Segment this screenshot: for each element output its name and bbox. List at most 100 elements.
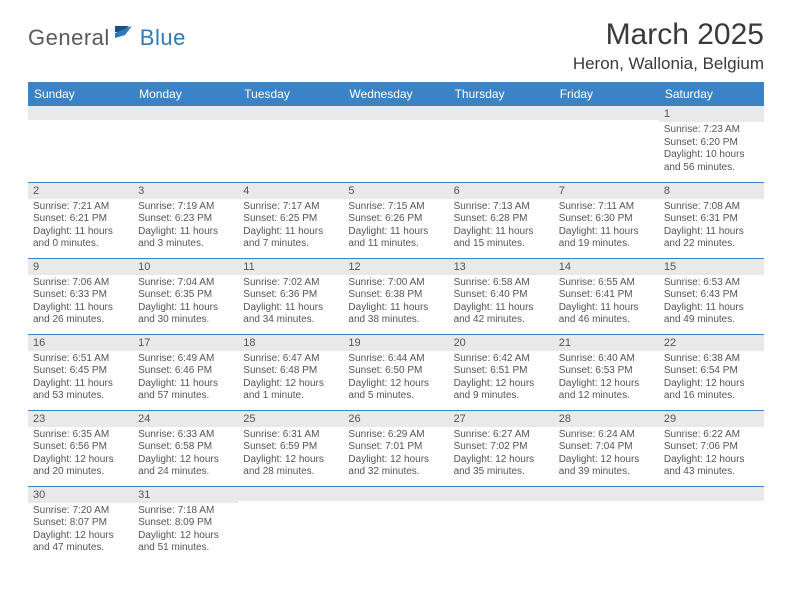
- day-details: Sunrise: 7:06 AMSunset: 6:33 PMDaylight:…: [28, 275, 133, 330]
- day-number: 21: [554, 335, 659, 351]
- day-details: [449, 120, 554, 125]
- day-details: Sunrise: 7:18 AMSunset: 8:09 PMDaylight:…: [133, 503, 238, 558]
- day-details: Sunrise: 6:49 AMSunset: 6:46 PMDaylight:…: [133, 351, 238, 406]
- calendar-cell: 11Sunrise: 7:02 AMSunset: 6:36 PMDayligh…: [238, 258, 343, 334]
- day-details: Sunrise: 7:04 AMSunset: 6:35 PMDaylight:…: [133, 275, 238, 330]
- day-details: [238, 120, 343, 125]
- calendar-cell: 19Sunrise: 6:44 AMSunset: 6:50 PMDayligh…: [343, 334, 448, 410]
- day-details: Sunrise: 6:38 AMSunset: 6:54 PMDaylight:…: [659, 351, 764, 406]
- day-number: 28: [554, 411, 659, 427]
- day-number: 25: [238, 411, 343, 427]
- calendar-cell: 29Sunrise: 6:22 AMSunset: 7:06 PMDayligh…: [659, 410, 764, 486]
- day-details: Sunrise: 6:58 AMSunset: 6:40 PMDaylight:…: [449, 275, 554, 330]
- calendar-row: 30Sunrise: 7:20 AMSunset: 8:07 PMDayligh…: [28, 486, 764, 562]
- day-number: [554, 106, 659, 120]
- calendar-cell: 25Sunrise: 6:31 AMSunset: 6:59 PMDayligh…: [238, 410, 343, 486]
- calendar-cell: [238, 106, 343, 182]
- day-number: 1: [659, 106, 764, 122]
- calendar-cell: [449, 486, 554, 562]
- month-title: March 2025: [573, 18, 764, 52]
- day-number: [28, 106, 133, 120]
- day-number: 30: [28, 487, 133, 503]
- day-number: [343, 487, 448, 501]
- calendar-cell: 12Sunrise: 7:00 AMSunset: 6:38 PMDayligh…: [343, 258, 448, 334]
- calendar-cell: [554, 486, 659, 562]
- day-details: [554, 501, 659, 506]
- day-details: Sunrise: 6:47 AMSunset: 6:48 PMDaylight:…: [238, 351, 343, 406]
- weekday-header: Friday: [554, 82, 659, 106]
- day-number: 24: [133, 411, 238, 427]
- day-number: [449, 487, 554, 501]
- weekday-header: Wednesday: [343, 82, 448, 106]
- day-details: Sunrise: 7:17 AMSunset: 6:25 PMDaylight:…: [238, 199, 343, 254]
- calendar-cell: 16Sunrise: 6:51 AMSunset: 6:45 PMDayligh…: [28, 334, 133, 410]
- day-number: [659, 487, 764, 501]
- calendar-cell: [659, 486, 764, 562]
- weekday-header: Monday: [133, 82, 238, 106]
- day-number: 10: [133, 259, 238, 275]
- day-number: [238, 487, 343, 501]
- calendar-cell: 20Sunrise: 6:42 AMSunset: 6:51 PMDayligh…: [449, 334, 554, 410]
- day-number: [133, 106, 238, 120]
- day-number: 8: [659, 183, 764, 199]
- page-header: General Blue March 2025 Heron, Wallonia,…: [28, 18, 764, 74]
- day-number: 6: [449, 183, 554, 199]
- day-details: Sunrise: 6:55 AMSunset: 6:41 PMDaylight:…: [554, 275, 659, 330]
- day-details: [238, 501, 343, 506]
- calendar-cell: [449, 106, 554, 182]
- day-details: Sunrise: 6:53 AMSunset: 6:43 PMDaylight:…: [659, 275, 764, 330]
- calendar-cell: 26Sunrise: 6:29 AMSunset: 7:01 PMDayligh…: [343, 410, 448, 486]
- calendar-cell: 27Sunrise: 6:27 AMSunset: 7:02 PMDayligh…: [449, 410, 554, 486]
- day-details: Sunrise: 6:24 AMSunset: 7:04 PMDaylight:…: [554, 427, 659, 482]
- day-details: Sunrise: 6:27 AMSunset: 7:02 PMDaylight:…: [449, 427, 554, 482]
- weekday-header: Sunday: [28, 82, 133, 106]
- calendar-cell: [133, 106, 238, 182]
- logo-text-blue: Blue: [140, 25, 186, 51]
- day-details: Sunrise: 7:13 AMSunset: 6:28 PMDaylight:…: [449, 199, 554, 254]
- day-details: [133, 120, 238, 125]
- day-number: 7: [554, 183, 659, 199]
- day-number: 15: [659, 259, 764, 275]
- calendar-cell: 5Sunrise: 7:15 AMSunset: 6:26 PMDaylight…: [343, 182, 448, 258]
- day-number: 2: [28, 183, 133, 199]
- day-number: [238, 106, 343, 120]
- day-number: 29: [659, 411, 764, 427]
- day-details: Sunrise: 6:40 AMSunset: 6:53 PMDaylight:…: [554, 351, 659, 406]
- day-number: 22: [659, 335, 764, 351]
- calendar-cell: 8Sunrise: 7:08 AMSunset: 6:31 PMDaylight…: [659, 182, 764, 258]
- weekday-header: Thursday: [449, 82, 554, 106]
- weekday-header-row: Sunday Monday Tuesday Wednesday Thursday…: [28, 82, 764, 106]
- calendar-row: 1Sunrise: 7:23 AMSunset: 6:20 PMDaylight…: [28, 106, 764, 182]
- day-number: [554, 487, 659, 501]
- day-number: 16: [28, 335, 133, 351]
- day-number: 13: [449, 259, 554, 275]
- day-details: Sunrise: 6:42 AMSunset: 6:51 PMDaylight:…: [449, 351, 554, 406]
- calendar-table: Sunday Monday Tuesday Wednesday Thursday…: [28, 82, 764, 562]
- calendar-cell: [28, 106, 133, 182]
- day-details: Sunrise: 7:15 AMSunset: 6:26 PMDaylight:…: [343, 199, 448, 254]
- day-number: 3: [133, 183, 238, 199]
- logo-text-general: General: [28, 25, 110, 51]
- day-details: Sunrise: 7:00 AMSunset: 6:38 PMDaylight:…: [343, 275, 448, 330]
- day-number: 14: [554, 259, 659, 275]
- calendar-cell: 28Sunrise: 6:24 AMSunset: 7:04 PMDayligh…: [554, 410, 659, 486]
- day-details: [659, 501, 764, 506]
- calendar-cell: [554, 106, 659, 182]
- calendar-cell: 4Sunrise: 7:17 AMSunset: 6:25 PMDaylight…: [238, 182, 343, 258]
- calendar-cell: 6Sunrise: 7:13 AMSunset: 6:28 PMDaylight…: [449, 182, 554, 258]
- day-number: 12: [343, 259, 448, 275]
- day-number: 4: [238, 183, 343, 199]
- calendar-cell: 22Sunrise: 6:38 AMSunset: 6:54 PMDayligh…: [659, 334, 764, 410]
- title-block: March 2025 Heron, Wallonia, Belgium: [573, 18, 764, 74]
- day-number: 17: [133, 335, 238, 351]
- calendar-cell: 18Sunrise: 6:47 AMSunset: 6:48 PMDayligh…: [238, 334, 343, 410]
- day-details: [554, 120, 659, 125]
- day-number: [449, 106, 554, 120]
- calendar-cell: 23Sunrise: 6:35 AMSunset: 6:56 PMDayligh…: [28, 410, 133, 486]
- weekday-header: Tuesday: [238, 82, 343, 106]
- day-number: 23: [28, 411, 133, 427]
- day-details: [343, 501, 448, 506]
- calendar-cell: 2Sunrise: 7:21 AMSunset: 6:21 PMDaylight…: [28, 182, 133, 258]
- day-details: Sunrise: 6:31 AMSunset: 6:59 PMDaylight:…: [238, 427, 343, 482]
- day-number: 19: [343, 335, 448, 351]
